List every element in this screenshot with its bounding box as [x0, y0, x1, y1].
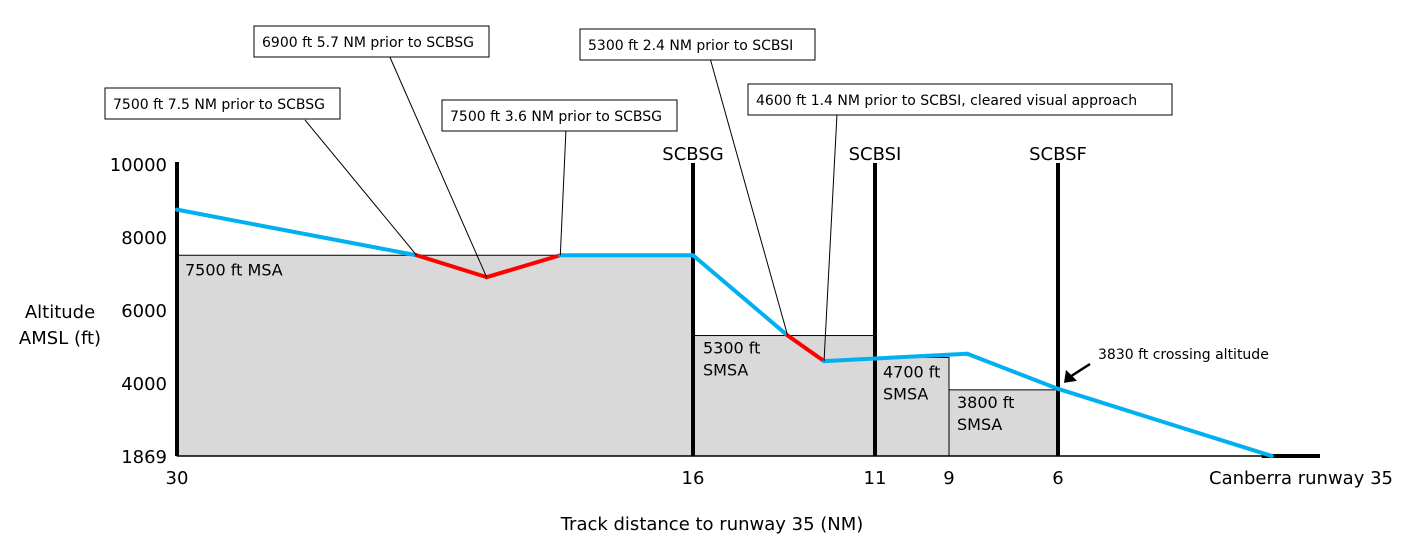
- annotation-label: 7500 ft 7.5 NM prior to SCBSG: [113, 97, 325, 113]
- annotation-box: [253, 25, 490, 58]
- flight-path-segment: [785, 333, 827, 364]
- waypoint-label: SCBSG: [662, 144, 723, 165]
- flight-path-segment: [822, 351, 970, 364]
- crossing-annotation-label: 3830 ft crossing altitude: [1098, 347, 1269, 363]
- annotation-leader: [823, 113, 838, 362]
- flight-path-segment: [484, 253, 563, 280]
- annotation-leaders: [304, 54, 838, 362]
- annotations: 7500 ft 7.5 NM prior to SCBSG 6900 ft 5.7…: [104, 25, 1269, 383]
- safe-altitude-zone: [948, 389, 1059, 457]
- crossing-arrow-shaft: [1069, 362, 1091, 378]
- safe-altitude-zone: [176, 254, 694, 457]
- y-axis-title-line: Altitude: [25, 302, 95, 323]
- annotation-box: [441, 99, 678, 132]
- crossing-arrow-head: [1064, 369, 1077, 383]
- y-axis-title: Altitude AMSL (ft): [19, 302, 101, 349]
- x-tick-label: 11: [864, 468, 887, 489]
- flight-path-segment: [175, 207, 419, 258]
- y-tick-label: 10000: [110, 155, 167, 176]
- zone-label-line: SMSA: [883, 384, 928, 403]
- zone-label-line: 4700 ft: [883, 362, 940, 381]
- annotation-leader: [388, 54, 488, 278]
- y-tick-label: 8000: [121, 228, 167, 249]
- flight-path: [175, 207, 1274, 458]
- flight-path-segment: [1056, 386, 1274, 458]
- zone-label: 3800 ft SMSA: [957, 393, 1014, 434]
- y-axis-title-line: AMSL (ft): [19, 328, 101, 349]
- annotation-box: [579, 28, 816, 61]
- annotation-label: 5300 ft 2.4 NM prior to SCBSI: [588, 38, 793, 54]
- flight-path-segment: [965, 351, 1060, 391]
- annotation-leader: [709, 57, 789, 336]
- y-tick-label: 1869: [121, 447, 167, 468]
- zone-label-line: 3800 ft: [957, 393, 1014, 412]
- annotation-label: 4600 ft 1.4 NM prior to SCBSI, cleared v…: [756, 93, 1137, 109]
- safe-altitude-zone: [692, 335, 876, 457]
- zone-label-line: SMSA: [703, 361, 748, 380]
- flight-path-segment: [414, 253, 489, 280]
- zone-label: 7500 ft MSA: [185, 260, 283, 279]
- zone-label-line: SMSA: [957, 415, 1002, 434]
- y-tick-label: 4000: [121, 374, 167, 395]
- annotation-leader: [559, 128, 567, 256]
- x-tick-label: 9: [943, 468, 954, 489]
- x-axis-title: Track distance to runway 35 (NM): [560, 514, 864, 535]
- zone-label-line: 5300 ft: [703, 339, 760, 358]
- waypoint-label: SCBSF: [1029, 144, 1087, 165]
- annotation-label: 6900 ft 5.7 NM prior to SCBSG: [262, 35, 474, 51]
- zone-label: 5300 ft SMSA: [703, 339, 760, 380]
- x-tick-label: 16: [682, 468, 705, 489]
- safe-altitude-zones: [176, 254, 1059, 457]
- x-tick-label: Canberra runway 35: [1209, 468, 1393, 489]
- x-tick-label: 6: [1052, 468, 1063, 489]
- zone-label: 4700 ft SMSA: [883, 362, 940, 403]
- annotation-box: [104, 87, 341, 120]
- annotation-leader: [304, 119, 417, 256]
- zone-label-line: 7500 ft MSA: [185, 260, 283, 279]
- y-tick-label: 6000: [121, 301, 167, 322]
- flight-path-segment: [691, 253, 790, 338]
- waypoint-label: SCBSI: [849, 144, 902, 165]
- annotation-box: [747, 83, 1173, 116]
- x-tick-label: 30: [166, 468, 189, 489]
- waypoint-lines: [691, 163, 1060, 456]
- annotation-label: 7500 ft 3.6 NM prior to SCBSG: [450, 109, 662, 125]
